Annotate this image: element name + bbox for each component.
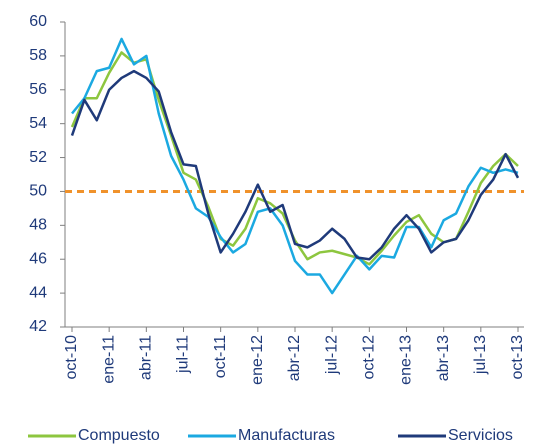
y-tick-label: 56 bbox=[29, 81, 47, 98]
y-tick-label: 54 bbox=[29, 115, 47, 132]
y-tick-label: 42 bbox=[29, 318, 47, 335]
series-line bbox=[71, 37, 519, 295]
series-line bbox=[70, 69, 520, 261]
x-tick-label: ene-12 bbox=[249, 335, 266, 385]
series-line bbox=[70, 51, 519, 266]
y-tick-label: 44 bbox=[29, 284, 47, 301]
x-tick-label: ene-11 bbox=[100, 335, 117, 384]
y-tick-label: 60 bbox=[29, 13, 47, 30]
y-tick-label: 50 bbox=[29, 183, 47, 200]
y-tick-label: 46 bbox=[29, 250, 47, 267]
x-tick-label: jul-12 bbox=[323, 335, 340, 375]
y-tick-label: 58 bbox=[29, 47, 47, 64]
x-tick-label: abr-13 bbox=[435, 335, 452, 381]
x-tick-label: oct-11 bbox=[212, 335, 229, 378]
y-tick-label: 52 bbox=[29, 149, 47, 166]
x-tick-label: oct-12 bbox=[361, 335, 378, 380]
y-tick-label: 48 bbox=[29, 217, 47, 234]
legend-label: Manufacturas bbox=[238, 427, 335, 444]
x-tick-label: oct-10 bbox=[63, 335, 80, 380]
x-tick-label: abr-12 bbox=[286, 335, 303, 381]
x-tick-label: jul-11 bbox=[175, 335, 192, 374]
x-tick-label: abr-11 bbox=[138, 335, 155, 380]
x-tick-label: oct-13 bbox=[509, 335, 526, 380]
legend-label: Servicios bbox=[448, 427, 513, 444]
legend-label: Compuesto bbox=[78, 427, 160, 444]
x-tick-label: jul-13 bbox=[472, 335, 489, 375]
x-tick-label: ene-13 bbox=[398, 335, 415, 385]
